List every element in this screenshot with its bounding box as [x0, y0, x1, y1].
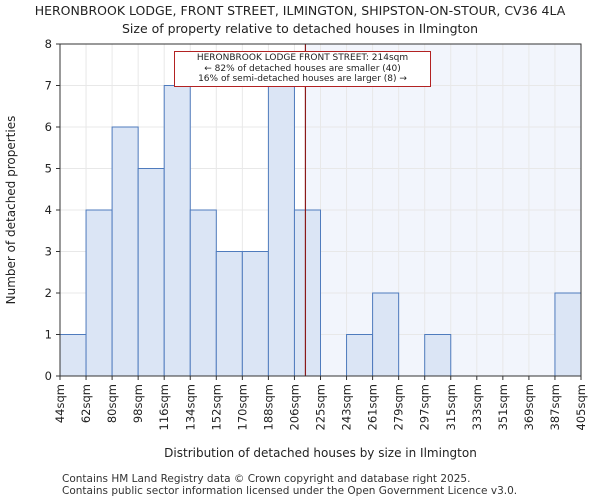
x-tick-label: 297sqm — [418, 384, 432, 430]
x-tick-label: 225sqm — [314, 384, 328, 430]
histogram-bar — [189, 209, 217, 377]
x-tick-label: 188sqm — [261, 384, 275, 430]
x-tick-label: 98sqm — [131, 384, 145, 423]
x-tick-label: 369sqm — [522, 384, 536, 430]
x-tick-label: 134sqm — [183, 384, 197, 430]
property-annotation-box: HERONBROOK LODGE FRONT STREET: 214sqm ← … — [174, 51, 431, 87]
x-tick-label: 261sqm — [366, 384, 380, 430]
x-axis-label: Distribution of detached houses by size … — [164, 446, 477, 460]
x-tick-label: 387sqm — [548, 384, 562, 430]
histogram-bar — [424, 334, 452, 377]
histogram-bar — [554, 292, 582, 377]
chart-title-line2: Size of property relative to detached ho… — [121, 21, 479, 36]
x-tick-label: 279sqm — [392, 384, 406, 430]
histogram-bar — [293, 209, 322, 377]
y-tick-label: 1 — [45, 328, 52, 342]
histogram-bar — [85, 209, 113, 377]
histogram-bar — [346, 334, 374, 377]
y-tick-label: 2 — [45, 286, 52, 300]
x-tick-label: 243sqm — [340, 384, 354, 430]
histogram-bar — [137, 168, 165, 377]
y-tick-label: 5 — [45, 162, 52, 176]
x-tick-label: 315sqm — [444, 384, 458, 430]
x-tick-label: 152sqm — [209, 384, 223, 430]
x-tick-label: 351sqm — [496, 384, 510, 430]
y-axis-label: Number of detached properties — [4, 116, 18, 305]
annotation-line2: ← 82% of detached houses are smaller (40… — [204, 63, 401, 74]
histogram-bar — [215, 251, 243, 377]
y-tick-label: 4 — [45, 203, 52, 217]
x-tick-label: 44sqm — [53, 384, 67, 423]
y-tick-label: 7 — [45, 79, 52, 93]
histogram-bar — [372, 292, 400, 377]
y-tick-label: 0 — [45, 369, 52, 383]
x-tick-label: 206sqm — [287, 384, 301, 430]
annotation-line1: HERONBROOK LODGE FRONT STREET: 214sqm — [196, 53, 409, 63]
histogram-bar — [267, 85, 295, 377]
y-tick-label: 3 — [45, 245, 52, 259]
x-tick-label: 405sqm — [574, 384, 588, 430]
footer-line2: Contains public sector information licen… — [62, 485, 518, 497]
chart-title-line1: HERONBROOK LODGE, FRONT STREET, ILMINGTO… — [34, 3, 566, 18]
x-tick-label: 170sqm — [235, 384, 249, 430]
histogram-bar — [111, 126, 139, 377]
histogram-bar — [59, 334, 87, 377]
x-tick-label: 116sqm — [157, 384, 171, 430]
annotation-line3: 16% of semi-detached houses are larger (… — [198, 74, 407, 84]
footer-line1: Contains HM Land Registry data © Crown c… — [62, 473, 471, 485]
y-tick-label: 6 — [45, 120, 52, 134]
x-tick-label: 80sqm — [105, 384, 119, 423]
histogram-bar — [241, 251, 269, 377]
y-tick-label: 8 — [45, 37, 52, 51]
x-tick-label: 333sqm — [470, 384, 484, 430]
x-tick-label: 62sqm — [79, 384, 93, 423]
histogram-bar — [163, 85, 191, 377]
